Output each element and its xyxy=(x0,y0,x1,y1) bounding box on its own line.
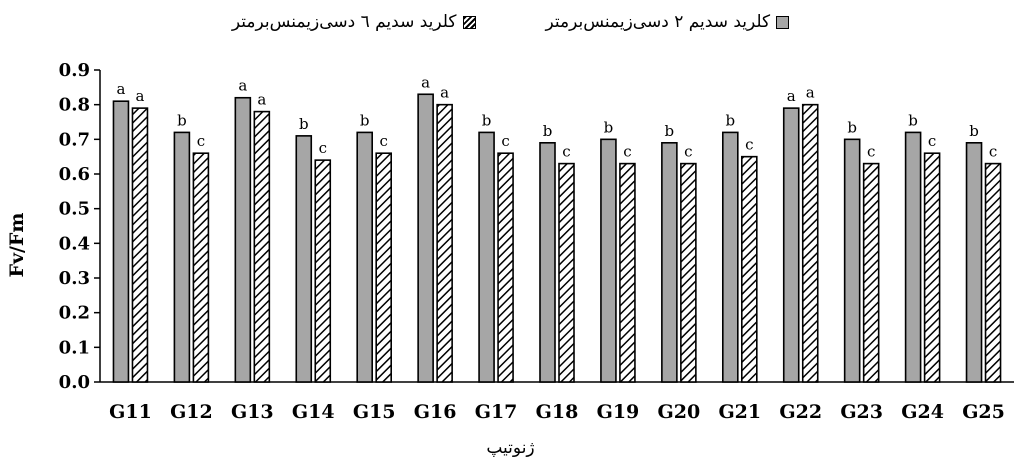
bar-series-1 xyxy=(782,107,800,383)
bar-significance-label: c xyxy=(562,143,570,161)
bar-series-1 xyxy=(661,142,678,383)
bar-significance-label: a xyxy=(787,87,796,105)
bar-series-2 xyxy=(984,162,1002,383)
bar-series-1 xyxy=(417,93,434,383)
bar-significance-label: b xyxy=(482,111,492,129)
x-tick-label: G14 xyxy=(292,401,335,423)
bar-series-1 xyxy=(356,131,374,383)
bar-significance-label: b xyxy=(908,111,918,129)
x-tick-label: G13 xyxy=(231,401,274,423)
bar-series-1 xyxy=(904,131,922,383)
bar-significance-label: c xyxy=(319,139,327,157)
bar-series-2 xyxy=(619,162,636,383)
bar-series-1 xyxy=(112,100,130,383)
bar-series-1 xyxy=(478,131,495,383)
bar-significance-label: c xyxy=(928,132,936,150)
bar-significance-label: b xyxy=(604,118,614,136)
bar-series-2 xyxy=(436,103,453,383)
y-tick-label: 0.7 xyxy=(59,129,90,150)
y-tick-label: 0.3 xyxy=(59,268,90,289)
bar-significance-label: b xyxy=(969,122,979,140)
legend-item-series-1: کلرید سدیم ۲ دسی‌زیمنس‌برمتر xyxy=(546,12,790,32)
x-tick-label: G23 xyxy=(840,401,883,423)
legend-label-series-2: کلرید سدیم ٦ دسی‌زیمنس‌برمتر xyxy=(231,12,457,32)
x-tick-label: G15 xyxy=(353,401,396,423)
bar-significance-label: c xyxy=(745,136,753,154)
bar-significance-label: b xyxy=(177,111,187,129)
y-tick-label: 0.9 xyxy=(59,60,90,81)
bar-series-2 xyxy=(253,110,271,383)
x-tick-label: G11 xyxy=(109,401,152,423)
bar-series-1 xyxy=(173,131,191,383)
bar-series-1 xyxy=(600,138,617,383)
y-tick-label: 0.8 xyxy=(59,95,90,116)
y-tick-label: 0.5 xyxy=(59,199,90,220)
y-tick-label: 0.0 xyxy=(59,372,90,393)
x-tick-label: G12 xyxy=(170,401,213,423)
bar-significance-label: c xyxy=(867,143,875,161)
bar-significance-label: a xyxy=(257,91,266,109)
bar-series-1 xyxy=(234,96,252,383)
bar-series-1 xyxy=(843,138,861,383)
bar-series-2 xyxy=(558,162,575,383)
bar-significance-label: b xyxy=(725,111,735,129)
bar-significance-label: c xyxy=(684,143,692,161)
bar-significance-label: c xyxy=(379,132,387,150)
x-tick-label: G25 xyxy=(962,401,1005,423)
bar-series-2 xyxy=(131,107,149,383)
y-tick-label: 0.2 xyxy=(59,303,90,324)
bar-series-2 xyxy=(740,155,758,383)
x-tick-label: G17 xyxy=(475,401,518,423)
x-tick-label: G16 xyxy=(414,401,457,423)
bar-significance-label: b xyxy=(665,122,675,140)
bar-series-1 xyxy=(965,142,983,383)
legend-label-series-1: کلرید سدیم ۲ دسی‌زیمنس‌برمتر xyxy=(545,12,771,32)
bar-series-2 xyxy=(680,162,697,383)
bar-significance-label: b xyxy=(360,111,370,129)
bar-significance-label: a xyxy=(440,84,449,102)
bar-significance-label: c xyxy=(501,132,509,150)
bar-series-1 xyxy=(721,131,739,383)
bar-significance-label: c xyxy=(623,143,631,161)
x-tick-label: G22 xyxy=(779,401,822,423)
bar-series-2 xyxy=(923,152,941,383)
bar-significance-label: b xyxy=(299,115,309,133)
bar-significance-label: c xyxy=(197,132,205,150)
x-tick-label: G24 xyxy=(901,401,944,423)
bar-series-2 xyxy=(862,162,880,383)
x-axis-label: ژنوتیپ xyxy=(486,438,535,458)
bar-significance-label: a xyxy=(238,77,247,95)
bar-significance-label: a xyxy=(116,80,125,98)
bar-significance-label: a xyxy=(806,84,815,102)
x-tick-label: G19 xyxy=(597,401,640,423)
bar-significance-label: a xyxy=(421,73,430,91)
bar-significance-label: b xyxy=(543,122,553,140)
legend: کلرید سدیم ۲ دسی‌زیمنس‌برمتر کلرید سدیم … xyxy=(0,8,1021,36)
bar-series-1 xyxy=(539,142,556,383)
bar-series-2 xyxy=(801,103,819,383)
y-tick-label: 0.4 xyxy=(59,233,90,254)
y-tick-label: 0.6 xyxy=(59,164,90,185)
bar-significance-label: c xyxy=(989,143,997,161)
legend-swatch-hatched-icon xyxy=(462,15,476,29)
x-tick-label: G21 xyxy=(718,401,761,423)
x-tick-label: G20 xyxy=(658,401,701,423)
bar-series-2 xyxy=(375,152,393,383)
legend-swatch-gray-icon xyxy=(776,15,790,29)
bar-series-2 xyxy=(192,152,210,383)
legend-item-series-2: کلرید سدیم ٦ دسی‌زیمنس‌برمتر xyxy=(232,12,476,32)
bar-significance-label: a xyxy=(135,87,144,105)
bar-series-1 xyxy=(295,135,313,383)
bar-significance-label: b xyxy=(847,118,857,136)
y-tick-label: 0.1 xyxy=(59,337,90,358)
bar-series-2 xyxy=(314,159,332,383)
x-tick-label: G18 xyxy=(536,401,579,423)
bar-series-2 xyxy=(497,152,514,383)
